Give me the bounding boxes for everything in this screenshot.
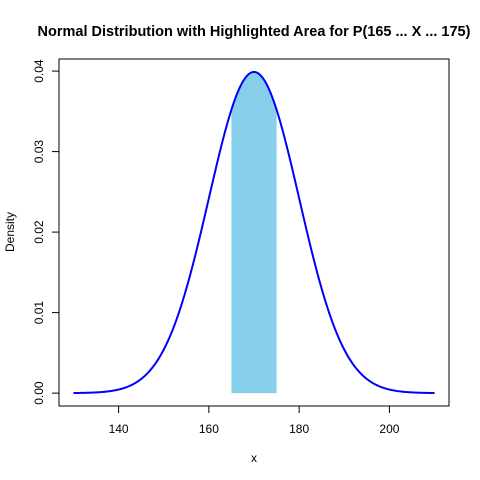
y-tick-label-0.01: 0.01: [32, 301, 46, 325]
density-curve-1: [73, 70, 435, 395]
y-tick-label-0.04: 0.04: [32, 59, 46, 83]
density-curve-layer: [73, 70, 435, 395]
y-tick-label-0.02: 0.02: [32, 220, 46, 244]
x-tick-label-180: 180: [289, 422, 309, 436]
x-tick-label-200: 200: [379, 422, 399, 436]
x-axis: 140 160 180 200: [109, 406, 400, 436]
y-axis-title: Density: [3, 212, 17, 252]
y-tick-label-0.03: 0.03: [32, 140, 46, 164]
y-axis: 0.00 0.01 0.02 0.03 0.04: [32, 59, 59, 405]
y-tick-label-0.00: 0.00: [32, 381, 46, 405]
x-tick-label-160: 160: [199, 422, 219, 436]
x-axis-title: x: [251, 451, 257, 465]
x-tick-label-140: 140: [109, 422, 129, 436]
highlighted-area-layer: [231, 71, 277, 394]
highlighted-area: [231, 71, 277, 394]
chart-title: Normal Distribution with Highlighted Are…: [38, 24, 471, 40]
